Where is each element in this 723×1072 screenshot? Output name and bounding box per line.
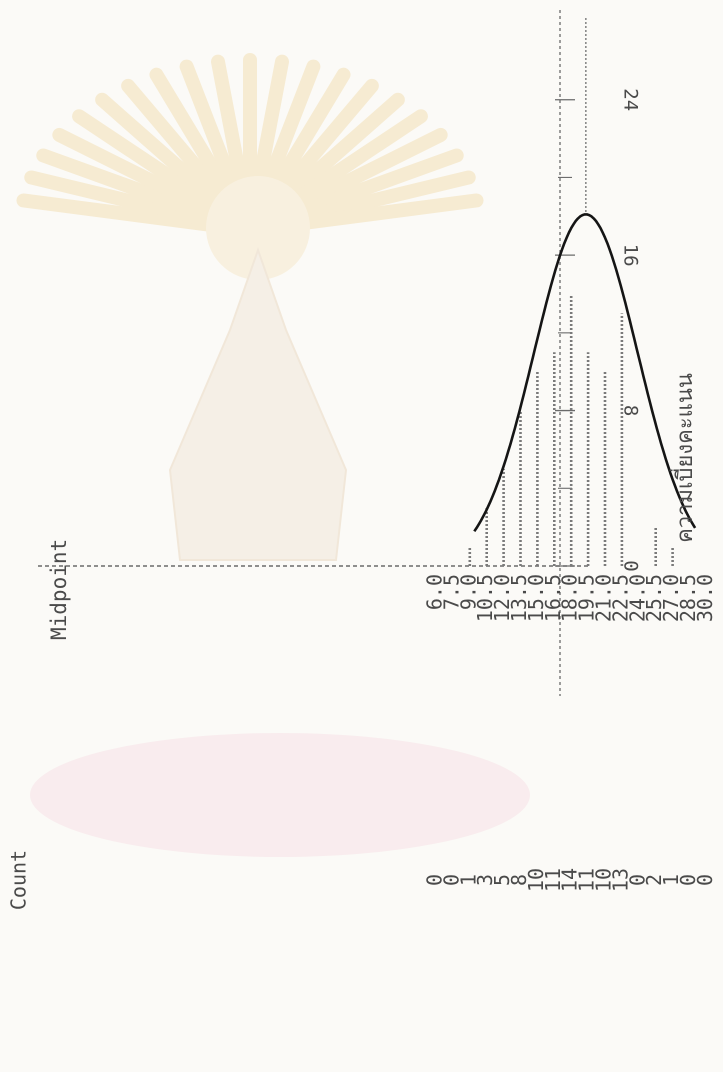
normal-curve <box>473 213 697 533</box>
midpoint-label-15.0: 15.0 <box>524 574 548 622</box>
count-value: 11 <box>575 868 599 892</box>
watermark-ribbon <box>30 733 530 857</box>
count-value: 10 <box>524 868 548 892</box>
scale-axis-title: ความเบี่ยงคะแนน <box>669 373 698 543</box>
count-value: 1 <box>659 874 683 886</box>
watermark-ray <box>121 78 257 237</box>
midpoint-label-30.0: 30.0 <box>693 574 717 622</box>
watermark-ray <box>36 148 257 237</box>
count-value: 10 <box>592 868 616 892</box>
watermark-ray <box>52 127 257 237</box>
midpoint-label-9.0: 9.0 <box>456 574 480 610</box>
count-value: 0 <box>676 874 700 886</box>
watermark-ray <box>210 54 257 237</box>
watermark-ray <box>24 170 257 237</box>
count-header: Count <box>7 850 31 910</box>
watermark-ray <box>243 170 476 237</box>
axis-layer <box>38 10 590 696</box>
bars-layer <box>468 294 674 566</box>
watermark-ray <box>243 54 290 237</box>
midpoint-label-7.5: 7.5 <box>439 574 463 610</box>
midpoint-label-6.0: 6.0 <box>423 574 447 610</box>
watermark-ray <box>95 92 257 237</box>
midpoint-label-13.5: 13.5 <box>507 574 531 622</box>
watermark-ray <box>243 127 448 237</box>
count-value: 0 <box>423 874 447 886</box>
watermark-emblem <box>16 53 530 857</box>
midpoint-label-21.0: 21.0 <box>592 574 616 622</box>
scale-tick-label-8: 8 <box>620 405 642 416</box>
count-value: 13 <box>608 868 632 892</box>
watermark-ray <box>179 59 257 237</box>
watermark-ray <box>72 109 257 237</box>
midpoint-label-27.0: 27.0 <box>659 574 683 622</box>
count-value: 8 <box>507 874 531 886</box>
count-value: 2 <box>642 874 666 886</box>
count-value: 1 <box>456 874 480 886</box>
watermark-ray <box>243 109 428 237</box>
count-value: 3 <box>473 874 497 886</box>
count-value: 0 <box>439 874 463 886</box>
watermark-ray <box>243 59 321 237</box>
scale-tick-label-16: 16 <box>620 244 642 267</box>
midpoint-label-16.5: 16.5 <box>541 574 565 622</box>
watermark-ray <box>243 193 484 237</box>
watermark-sun <box>206 176 310 280</box>
watermark-ray <box>243 78 379 237</box>
curve-layer <box>473 18 697 533</box>
midpoint-label-12.0: 12.0 <box>490 574 514 622</box>
watermark-ray <box>243 92 405 237</box>
count-value: 0 <box>625 874 649 886</box>
watermark-ray <box>243 148 464 237</box>
count-value: 0 <box>693 874 717 886</box>
watermark-ray <box>243 67 351 237</box>
midpoint-label-10.5: 10.5 <box>473 574 497 622</box>
count-value: 14 <box>558 868 582 892</box>
count-value: 11 <box>541 868 565 892</box>
watermark-emblem-body <box>168 246 348 561</box>
midpoint-header: Midpoint <box>47 539 71 640</box>
midpoint-label-18.0: 18.0 <box>558 574 582 622</box>
midpoint-label-24.0: 24.0 <box>625 574 649 622</box>
watermark-ray <box>149 67 257 237</box>
watermark-ray <box>16 193 257 237</box>
midpoint-label-25.5: 25.5 <box>642 574 666 622</box>
midpoint-label-19.5: 19.5 <box>575 574 599 622</box>
scale-tick-label-24: 24 <box>620 88 642 111</box>
count-value: 5 <box>490 874 514 886</box>
midpoint-label-28.5: 28.5 <box>676 574 700 622</box>
midpoint-label-22.5: 22.5 <box>608 574 632 622</box>
scale-tick-label-0: 0 <box>620 560 642 571</box>
